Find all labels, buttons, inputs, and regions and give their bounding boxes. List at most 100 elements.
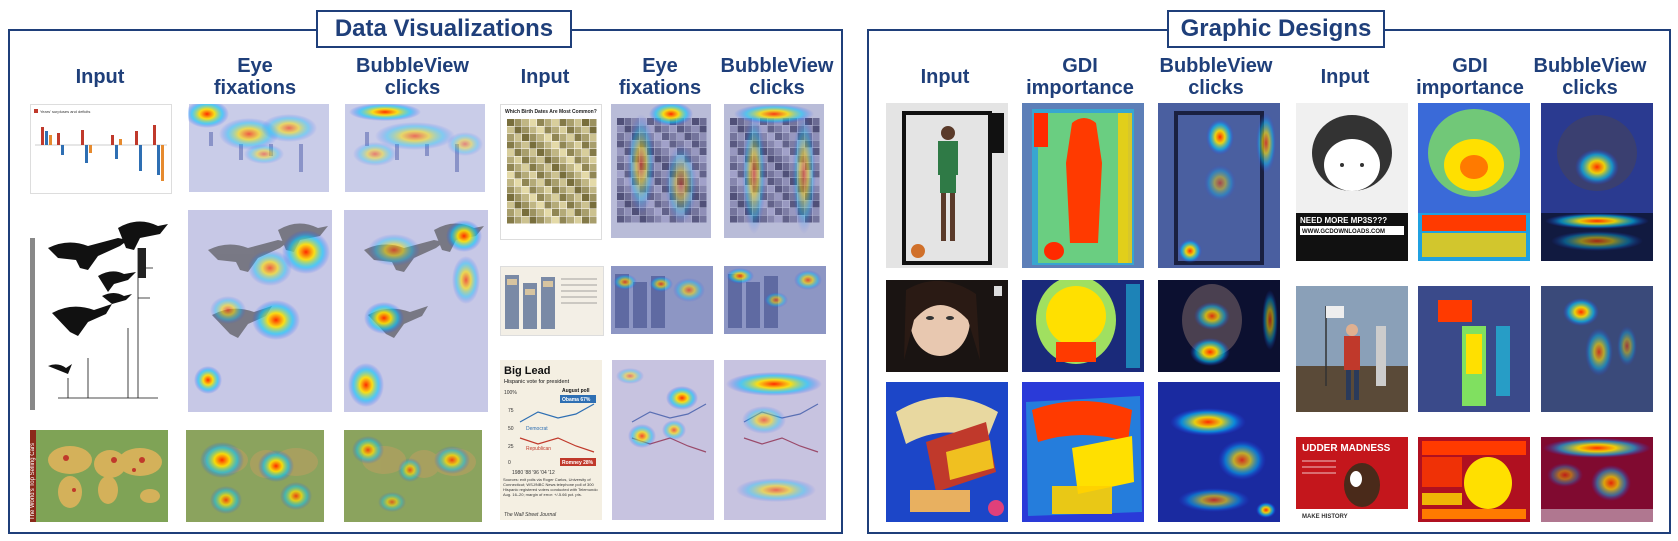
birth-grid-cell [654,208,662,215]
birth-grid-cell [552,134,559,141]
header-input-3: Input [920,66,970,88]
colorful-ad-gdi-heatmap [1022,382,1144,522]
birth-grid-cell [582,209,589,216]
birth-grid-cell [522,164,529,171]
birth-grid-cell [514,141,522,149]
birth-grid-cell [767,208,775,215]
udder-madness-input-thumbnail: UDDER MADNESS MAKE HISTORY [1296,437,1408,522]
birth-grid-cell [537,186,544,194]
birth-grid-cell [582,194,589,201]
birth-grid-cell [624,200,632,208]
svg-text:0: 0 [508,460,511,466]
birth-grid-cell [775,215,782,223]
svg-text:1980 '88 '96 '04 '12: 1980 '88 '96 '04 '12 [512,470,555,476]
birth-grid-cell [507,134,514,141]
big-lead-eye-fixation-heatmap [612,360,714,520]
birth-grid-cell [654,140,662,148]
birth-grid-cell [699,125,707,133]
birth-grid-cell [699,118,707,125]
birth-grid-cell [654,133,662,140]
birth-grid-cell [737,133,745,140]
birth-grid-cell [529,126,537,134]
birth-grid-cell [507,126,514,134]
birth-grid-cell [567,216,574,224]
birth-grid-cell [699,185,707,193]
svg-text:75: 75 [508,408,514,414]
birth-grid-cell [669,125,677,133]
birth-dates-chart-input-thumbnail: Which Birth Dates Are Most Common? [500,104,602,240]
mp3-ad-input-thumbnail: NEED MORE MP3S??? WWW.GCDOWNLOADS.COM [1296,103,1408,261]
birth-grid-cell [544,186,552,194]
birth-grid-cell [544,149,552,156]
birth-grid-cell [544,119,552,126]
birth-grid-cell [760,208,767,215]
birth-grid-cell [699,140,707,148]
birth-grid-cell [507,171,514,179]
birth-grid-cell [775,163,782,170]
birth-grid-cell [574,119,582,126]
birth-grid-cell [507,119,514,126]
birth-grid-cell [559,186,567,194]
birth-grid-cell [582,179,589,186]
birth-grid-cell [737,163,745,170]
birth-grid-cell [654,215,662,223]
birth-grid-cell [522,216,529,224]
world-map-bubbleview-heatmap [342,430,484,522]
birth-grid-cell [737,215,745,223]
birth-grid-cell [632,215,639,223]
birth-grid-cell [617,193,624,200]
birth-grid-cell [662,125,669,133]
birth-grid-cell [529,186,537,194]
header-input-1: Input [75,66,125,88]
birth-grid-cell [737,200,745,208]
birth-grid-cell [767,170,775,178]
birth-chart-title: Which Birth Dates Are Most Common? [505,109,597,115]
birth-grid-cell [574,186,582,194]
birth-grid-cell [662,163,669,170]
header-bubbleview-1: BubbleView clicks [356,55,469,99]
birth-grid-cell [737,170,745,178]
birth-grid-cell [692,125,699,133]
book-chart-bubbleview-heatmap [724,266,826,334]
world-map-eye-fixation-heatmap [184,430,326,522]
birth-grid-cell [514,164,522,171]
birth-grid-cell [552,186,559,194]
birth-grid-cell [567,149,574,156]
birth-grid-cell [589,179,597,186]
birth-grid-cell [662,140,669,148]
birth-grid-cell [529,216,537,224]
birth-grid-cell [737,148,745,155]
birth-grid-cell [589,149,597,156]
birth-grid-cell [677,125,684,133]
birth-grid-cell [582,119,589,126]
birth-grid-cell [507,216,514,224]
birth-grid-cell [730,163,737,170]
birth-grid-cell [537,209,544,216]
birth-grid-cell [654,163,662,170]
svg-text:Democrat: Democrat [526,426,548,432]
big-lead-source: Sources: exit polls via Roger Carlos, Un… [503,477,598,497]
birth-grid-cell [692,155,699,163]
birth-grid-cell [559,216,567,224]
birth-grid-cell [537,156,544,164]
svg-text:50: 50 [508,426,514,432]
birth-grid-cell [582,216,589,224]
birth-grid-cell [730,170,737,178]
birth-dates-eye-fixation-heatmap [610,104,712,238]
birth-grid-cell [589,164,597,171]
header-bubbleview-3: BubbleView clicks [1159,55,1273,99]
birth-grid-cell [537,134,544,141]
birth-grid-cell [737,118,745,125]
birth-grid-cell [514,126,522,134]
birth-grid-cell [737,208,745,215]
birth-grid-cell [574,141,582,149]
heatmap-blob [627,114,655,214]
dinosaur-chart-bubbleview-heatmap [344,210,488,412]
birth-grid-cell [522,194,529,201]
birth-grid-cell [730,215,737,223]
birth-grid-cell [522,134,529,141]
birth-grid-cell [574,179,582,186]
birth-grid-cell [522,141,529,149]
heatmap-blob [792,114,816,234]
birth-grid-cell [529,179,537,186]
